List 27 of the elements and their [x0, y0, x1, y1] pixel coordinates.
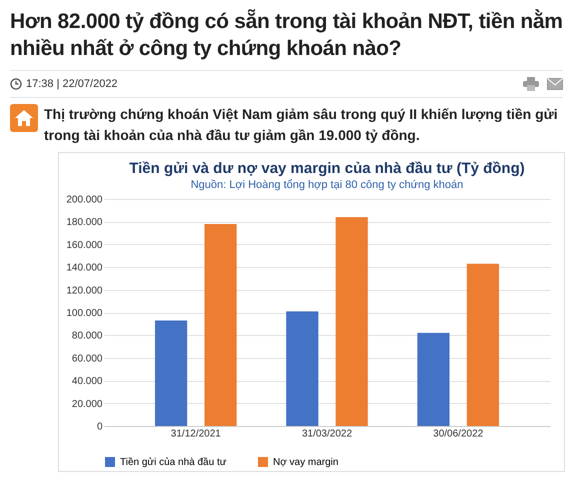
bar [286, 311, 318, 426]
bar [204, 224, 237, 426]
bar [417, 332, 450, 426]
y-tick-label: 200.000 [66, 194, 103, 206]
legend-label: Nợ vay margin [273, 457, 338, 468]
y-tick-label: 180.000 [66, 217, 103, 228]
y-tick-label: 160.000 [66, 240, 103, 251]
x-tick-label: 31/12/2021 [170, 428, 222, 440]
y-tick-label: 20.000 [72, 398, 103, 410]
bar [466, 264, 500, 426]
x-tick-label: 31/03/2022 [302, 428, 352, 440]
x-tick-label: 30/06/2022 [433, 428, 484, 440]
text: 17:38 | 22/07/2022 [26, 78, 118, 90]
text: Thị trường chứng khoán Việt Nam giảm sâu trong quý II khiến lượng tiền gửi trong tài khoản của nhà đầu tư giảm gần 19.000 tỷ đồng. [44, 105, 559, 145]
chart-subtitle: Nguồn: Lợi Hoàng tổng hợp tại 80 công ty chứng khoán [190, 179, 464, 191]
legend-label: Tiền gửi của nhà đầu tư [120, 457, 227, 468]
y-tick-label: 140.000 [66, 262, 103, 274]
y-tick-label: 120.000 [66, 285, 103, 296]
text: Hơn 82.000 tỷ đồng có sẵn trong tài khoản NĐT, tiền nằm nhiều nhất ở công ty chứng khoán nào? [9, 8, 564, 62]
chart-title: Tiền gửi và dư nợ vay margin của nhà đầu tư (Tỷ đồng) [129, 160, 525, 177]
y-tick-label: 0 [96, 422, 103, 432]
bar [154, 320, 188, 426]
y-tick-label: 100.000 [66, 308, 103, 319]
bar [336, 217, 368, 426]
y-tick-label: 40.000 [72, 376, 103, 388]
y-tick-label: 60.000 [72, 353, 103, 364]
y-tick-label: 80.000 [72, 330, 103, 342]
